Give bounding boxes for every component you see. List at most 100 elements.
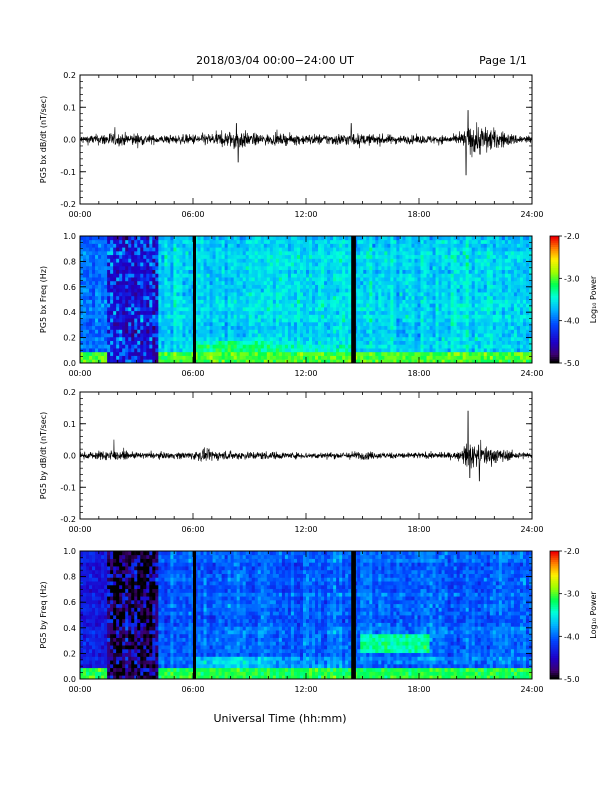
- spectrogram-cell: [272, 254, 277, 259]
- spectrogram-cell: [152, 236, 156, 241]
- spectrogram-cell: [318, 292, 322, 297]
- spectrogram-cell: [318, 303, 322, 308]
- spectrogram-cell: [348, 239, 352, 244]
- spectrogram-cell: [480, 314, 485, 319]
- spectrogram-cell: [507, 273, 512, 278]
- spectrogram-cell: [378, 314, 382, 319]
- spectrogram-cell: [218, 303, 223, 308]
- spectrogram-cell: [167, 359, 171, 364]
- spectrogram-cell: [95, 355, 99, 360]
- spectrogram-cell: [257, 310, 262, 315]
- spectrogram-cell: [510, 333, 515, 338]
- spectrogram-cell: [131, 236, 135, 241]
- spectrogram-cell: [188, 329, 192, 334]
- spectrogram-cell: [420, 250, 424, 256]
- spectrogram-cell: [164, 243, 168, 248]
- spectrogram-cell: [507, 292, 512, 297]
- spectrogram-cell: [369, 310, 373, 315]
- spectrogram-cell: [399, 250, 403, 256]
- spectrogram-cell: [354, 359, 358, 364]
- spectrogram-cell: [92, 269, 96, 274]
- spectrogram-cell: [206, 250, 210, 256]
- spectrogram-cell: [378, 284, 382, 289]
- spectrogram-cell: [318, 250, 322, 256]
- spectrogram-cell: [459, 329, 464, 334]
- spectrogram-cell: [92, 359, 96, 364]
- spectrogram-cell: [137, 299, 141, 304]
- spectrogram-cell: [489, 262, 494, 267]
- spectrogram-cell: [345, 292, 349, 297]
- spectrogram-cell: [173, 239, 177, 244]
- spectrogram-cell: [296, 269, 301, 274]
- spectrogram-cell: [242, 247, 247, 252]
- spectrogram-cell: [390, 236, 394, 241]
- spectrogram-cell: [272, 355, 277, 360]
- spectrogram-cell: [480, 348, 485, 353]
- spectrogram-cell: [354, 262, 358, 267]
- spectrogram-cell: [324, 239, 328, 244]
- spectrogram-cell: [209, 243, 213, 248]
- spectrogram-cell: [390, 284, 394, 289]
- spectrogram-cell: [432, 292, 436, 297]
- spectrogram-cell: [507, 280, 512, 285]
- spectrogram-cell: [197, 336, 201, 341]
- spectrogram-cell: [125, 284, 129, 289]
- spectrogram-cell: [426, 250, 430, 256]
- spectrogram-cell: [95, 299, 99, 304]
- spectrogram-cell: [185, 306, 189, 312]
- spectrogram-cell: [260, 333, 265, 338]
- spectrogram-cell: [263, 277, 268, 282]
- spectrogram-cell: [200, 355, 204, 360]
- spectrogram-cell: [345, 239, 349, 244]
- spectrogram-cell: [492, 344, 497, 349]
- spectrogram-cell: [242, 236, 247, 241]
- spectrogram-cell: [420, 269, 424, 274]
- spectrogram-cell: [312, 243, 316, 248]
- spectrogram-cell: [236, 269, 241, 274]
- spectrogram-cell: [495, 325, 500, 330]
- spectrogram-cell: [318, 344, 322, 349]
- spectrogram-cell: [417, 303, 421, 308]
- spectrogram-cell: [140, 333, 144, 338]
- spectrogram-cell: [333, 243, 337, 248]
- spectrogram-cell: [227, 269, 232, 274]
- spectrogram-cell: [302, 258, 307, 263]
- spectrogram-cell: [507, 318, 512, 323]
- spectrogram-cell: [375, 239, 379, 244]
- spectrogram-cell: [375, 292, 379, 297]
- spectrogram-cell: [290, 306, 295, 312]
- spectrogram-cell: [92, 262, 96, 267]
- spectrogram-cell: [366, 348, 370, 353]
- spectrogram-cell: [474, 273, 479, 278]
- spectrogram-cell: [254, 355, 259, 360]
- spectrogram-cell: [420, 292, 424, 297]
- spectrogram-cell: [435, 310, 439, 315]
- spectrogram-cell: [215, 351, 220, 356]
- spectrogram-cell: [116, 262, 120, 267]
- spectrogram-cell: [101, 333, 105, 338]
- spectrogram-cell: [224, 333, 229, 338]
- spectrogram-cell: [92, 258, 96, 263]
- spectrogram-cell: [456, 236, 461, 241]
- spectrogram-cell: [423, 269, 427, 274]
- spectrogram-cell: [245, 277, 250, 282]
- spectrogram-cell: [363, 336, 367, 341]
- spectrogram-cell: [345, 329, 349, 334]
- spectrogram-cell: [495, 340, 500, 345]
- spectrogram-cell: [369, 254, 373, 259]
- spectrogram-cell: [173, 236, 177, 241]
- spectrogram-cell: [477, 359, 482, 364]
- spectrogram-cell: [278, 303, 283, 308]
- spectrogram-cell: [447, 333, 452, 338]
- spectrogram-cell: [450, 236, 455, 241]
- spectrogram-cell: [510, 318, 515, 323]
- spectrogram-cell: [363, 292, 367, 297]
- spectrogram-cell: [95, 262, 99, 267]
- spectrogram-cell: [456, 348, 461, 353]
- spectrogram-cell: [146, 344, 150, 349]
- spectrogram-cell: [435, 292, 439, 297]
- spectrogram-cell: [357, 280, 361, 285]
- spectrogram-cell: [131, 351, 135, 356]
- spectrogram-cell: [152, 355, 156, 360]
- spectrogram-cell: [83, 348, 87, 353]
